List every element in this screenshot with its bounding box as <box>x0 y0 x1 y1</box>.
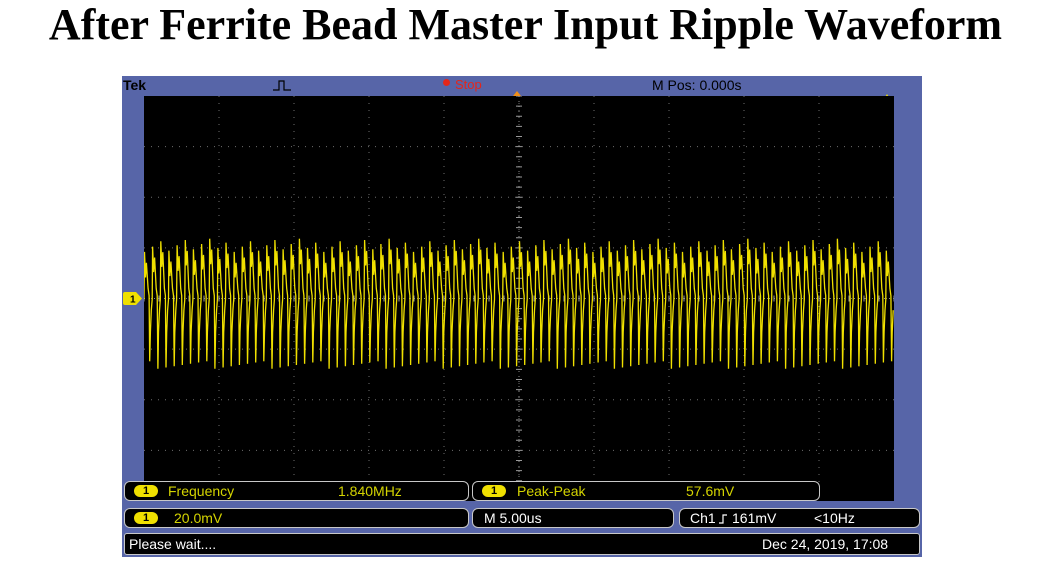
timebase-readout: M 5.00us <box>484 510 542 526</box>
horizontal-position-readout: M Pos: 0.000s <box>652 77 742 93</box>
page-title: After Ferrite Bead Master Input Ripple W… <box>48 0 1003 49</box>
vertical-scale-panel[interactable]: 1 20.0mV <box>124 508 469 528</box>
channel-1-ground-marker[interactable]: 1 <box>122 292 143 305</box>
measurement-value: 1.840MHz <box>338 483 402 499</box>
rising-edge-icon <box>719 514 727 524</box>
trigger-frequency: <10Hz <box>814 510 855 526</box>
waveform-graticule <box>143 95 895 502</box>
measurement-peak-peak[interactable]: 1 Peak-Peak 57.6mV <box>472 481 820 501</box>
measurement-name: Frequency <box>168 483 235 499</box>
channel-marker-label: 1 <box>130 295 136 306</box>
channel-badge: 1 <box>134 485 158 497</box>
status-datetime: Dec 24, 2019, 17:08 <box>762 536 889 552</box>
brand-label: Tek <box>123 77 147 93</box>
status-bar: Please wait.... Dec 24, 2019, 17:08 <box>124 533 920 555</box>
channel-badge: 1 <box>482 485 506 497</box>
measurement-name: Peak-Peak <box>517 483 586 499</box>
measurement-frequency[interactable]: 1 Frequency 1.840MHz <box>124 481 469 501</box>
vertical-scale-readout: 20.0mV <box>174 510 223 526</box>
stop-indicator-icon <box>443 79 450 86</box>
measurement-value: 57.6mV <box>686 483 735 499</box>
graticule-svg <box>143 95 895 502</box>
waveform-trace <box>143 238 894 369</box>
run-state-label: Stop <box>455 77 482 92</box>
oscilloscope-screen: Tek Stop M Pos: 0.000s 1 1 Frequency 1.8… <box>122 76 922 557</box>
trigger-source: Ch1 <box>690 510 716 526</box>
pulse-icon <box>273 80 291 91</box>
channel-badge: 1 <box>134 512 158 524</box>
timebase-panel[interactable]: M 5.00us <box>472 508 674 528</box>
trigger-level: 161mV <box>732 510 777 526</box>
status-message: Please wait.... <box>129 536 217 552</box>
trigger-panel[interactable]: Ch1 161mV <10Hz <box>679 508 920 528</box>
